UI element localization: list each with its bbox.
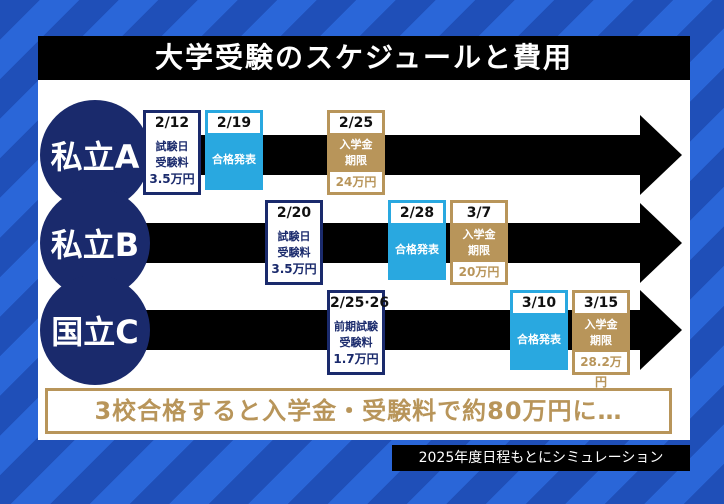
event-date: 3/15	[575, 293, 627, 313]
event-body: 合格発表	[513, 313, 565, 367]
event-box: 3/15 入学金 期限 28.2万円	[572, 290, 630, 389]
event-text: 前期試験	[334, 319, 378, 333]
summary: 3校合格すると入学金・受験料で約80万円に…	[45, 388, 672, 434]
arrow-head	[640, 115, 682, 195]
event-fee: 20万円	[453, 262, 505, 282]
event-date: 2/28	[391, 203, 443, 223]
event-date: 3/10	[513, 293, 565, 313]
event-body: 前期試験受験料 1.7万円	[330, 313, 382, 372]
event-body: 入学金 期限	[575, 313, 627, 352]
event-text: 合格発表	[212, 153, 256, 166]
event-date: 2/12	[146, 113, 198, 133]
arrow-head	[640, 203, 682, 283]
caption: 2025年度日程もとにシミュレーション	[392, 445, 690, 471]
event-text: 期限	[468, 243, 490, 257]
event-body: 合格発表	[208, 133, 260, 187]
event-text: 受験料	[277, 245, 311, 259]
row-label: 国立C	[40, 275, 150, 385]
event-date: 2/25	[330, 113, 382, 133]
event-text: 入学金	[339, 137, 373, 151]
event-text: 合格発表	[395, 243, 439, 256]
event-text: 入学金	[462, 227, 496, 241]
event-box: 2/19 合格発表	[205, 110, 263, 190]
event-body: 合格発表	[391, 223, 443, 277]
event-text: 受験料	[339, 335, 373, 349]
event-date: 2/19	[208, 113, 260, 133]
event-fee: 28.2万円	[575, 352, 627, 389]
event-body: 入学金 期限	[453, 223, 505, 262]
event-fee: 24万円	[330, 172, 382, 192]
arrow-bar	[100, 223, 645, 263]
event-fee: 3.5万円	[271, 261, 317, 276]
event-body: 試験日受験料 3.5万円	[146, 133, 198, 192]
event-box: 3/10 合格発表	[510, 290, 568, 370]
event-text: 試験日	[155, 139, 189, 153]
event-box: 2/28 合格発表	[388, 200, 446, 280]
event-date: 2/25·26	[330, 293, 390, 313]
event-date: 2/20	[268, 203, 320, 223]
event-fee: 1.7万円	[333, 351, 379, 366]
event-text: 受験料	[155, 155, 189, 169]
event-box: 2/20 試験日受験料 3.5万円	[265, 200, 323, 285]
event-box: 2/25 入学金 期限 24万円	[327, 110, 385, 195]
event-text: 期限	[590, 333, 612, 347]
event-text: 入学金	[584, 317, 618, 331]
event-date: 3/7	[453, 203, 505, 223]
title: 大学受験のスケジュールと費用	[38, 36, 690, 80]
event-box: 3/7 入学金 期限 20万円	[450, 200, 508, 285]
event-text: 合格発表	[517, 333, 561, 346]
event-text: 試験日	[277, 229, 311, 243]
event-body: 入学金 期限	[330, 133, 382, 172]
arrow-head	[640, 290, 682, 370]
event-box: 2/25·26 前期試験受験料 1.7万円	[327, 290, 390, 375]
event-box: 2/12 試験日受験料 3.5万円	[143, 110, 201, 195]
event-text: 期限	[345, 153, 367, 167]
event-fee: 3.5万円	[149, 171, 195, 186]
event-body: 試験日受験料 3.5万円	[268, 223, 320, 282]
